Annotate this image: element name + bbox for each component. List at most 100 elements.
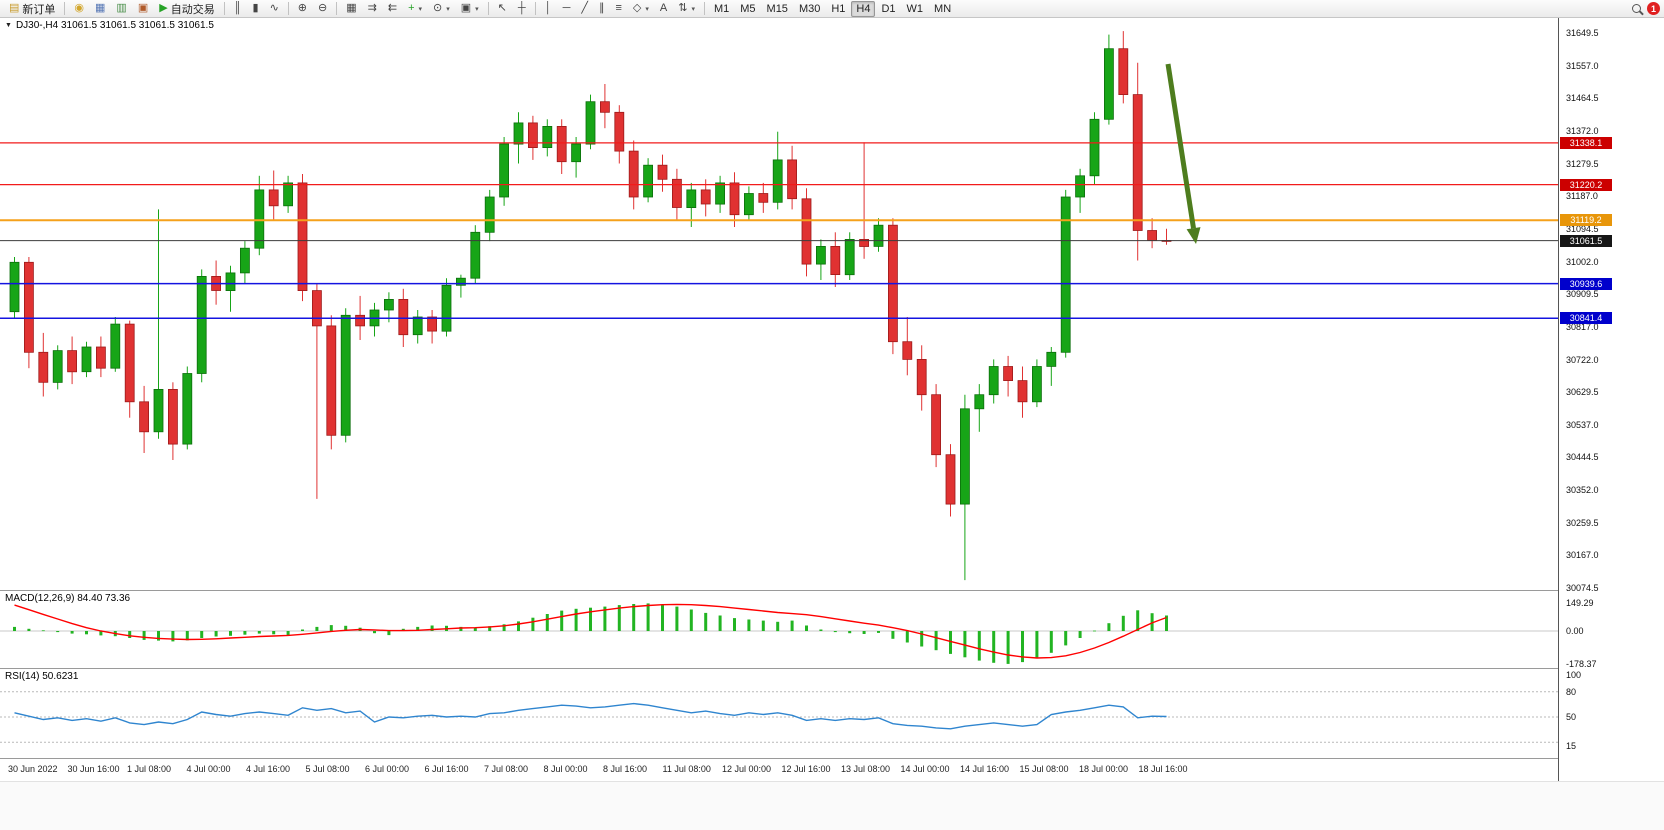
terminal-icon[interactable]: ▣ <box>133 1 153 17</box>
time-axis-label: 15 Jul 08:00 <box>1019 764 1069 774</box>
toolbar-sep <box>487 2 489 15</box>
rsi-panel[interactable]: RSI(14) 50.6231 <box>0 669 1558 759</box>
main-toolbar: ▤ 新订单 ◉ ▦ ▥ ▣ ▶ 自动交易 ║ ▮ ∿ ⊕ ⊖ ▦ ⇉ ⇇ + ▾ ⊙ ▾ ▣ ▾ ↖ ┼ │ ─ ╱ ∥ ≡ ◇ ▾ A ⇅ ▾ M… <box>0 0 1664 18</box>
price-axis[interactable]: 31649.5 31557.0 31464.5 31372.0 31279.5 31187… <box>1558 18 1664 594</box>
market-watch-icon[interactable]: ▥ <box>111 1 131 17</box>
timeframe-m30[interactable]: M30 <box>794 1 825 17</box>
indicators-icon[interactable]: + ▾ <box>403 1 427 17</box>
shapes-icon[interactable]: ◇ ▾ <box>628 1 654 17</box>
chart-symbol-label: ▼ DJ30-,H4 31061.5 31061.5 31061.5 31061.… <box>5 20 214 31</box>
price-tick-label: 30817.0 <box>1566 321 1599 332</box>
timeframe-m1[interactable]: M1 <box>709 1 734 17</box>
time-axis-label: 14 Jul 16:00 <box>960 764 1010 774</box>
trendline-icon[interactable]: ╱ <box>576 1 593 17</box>
arrows-tool-icon[interactable]: ⇅ ▾ <box>673 1 700 17</box>
chart-shift-icon[interactable]: ⇇ <box>383 1 402 17</box>
horizontal-line-icon[interactable]: ─ <box>558 1 576 17</box>
templates-icon[interactable]: ▣ ▾ <box>456 1 484 17</box>
rsi-tick-label: 100 <box>1566 670 1582 680</box>
timeframe-d1[interactable]: D1 <box>876 1 900 17</box>
candlestick-chart[interactable] <box>0 18 1558 591</box>
price-tick-label: 31649.5 <box>1566 28 1599 38</box>
fibonacci-icon[interactable]: ≡ <box>610 1 626 17</box>
toolbar-sep <box>287 2 289 15</box>
price-tick-label: 30444.5 <box>1566 452 1599 463</box>
price-tick-label: 31094.5 <box>1566 223 1599 234</box>
auto-trading-icon: ▶ <box>159 2 168 14</box>
charts-icon: ▦ <box>95 2 106 14</box>
accounts-icon[interactable]: ◉ <box>69 1 89 17</box>
auto-scroll-icon[interactable]: ⇉ <box>363 1 382 17</box>
resistance-1-price-tag: 31338.1 <box>1560 136 1612 149</box>
crosshair-icon[interactable]: ┼ <box>513 1 531 17</box>
price-tick-label: 31187.0 <box>1566 191 1598 202</box>
new-order-button-label: 新订单 <box>22 3 56 16</box>
vertical-line-icon[interactable]: │ <box>540 1 557 17</box>
charts-icon[interactable]: ▦ <box>90 1 110 17</box>
accounts-icon: ◉ <box>74 2 85 14</box>
price-tick-label: 31557.0 <box>1566 60 1599 71</box>
dropdown-caret-icon: ▾ <box>691 5 695 13</box>
cursor-icon[interactable]: ↖ <box>493 1 512 17</box>
price-tick-label: 30909.5 <box>1566 289 1599 300</box>
price-tick-label: 30352.0 <box>1566 485 1599 496</box>
rsi-label: RSI(14) 50.6231 <box>5 671 79 682</box>
price-chart-panel[interactable]: ▼ DJ30-,H4 31061.5 31061.5 31061.5 31061.… <box>0 18 1558 591</box>
tile-windows-icon[interactable]: ▦ <box>341 1 361 17</box>
crosshair-icon: ┼ <box>517 2 526 14</box>
macd-panel[interactable]: MACD(12,26,9) 84.40 73.36 <box>0 591 1558 669</box>
vertical-line-icon: │ <box>544 2 552 14</box>
timeframe-w1[interactable]: W1 <box>902 1 929 17</box>
tile-windows-icon: ▦ <box>346 2 357 14</box>
zoom-out-icon: ⊖ <box>318 2 328 14</box>
price-tick-label: 31279.5 <box>1566 158 1599 169</box>
time-axis[interactable]: 30 Jun 2022 30 Jun 16:00 1 Jul 08:00 4 Jul … <box>0 759 1558 781</box>
current-price-price-tag: 31061.5 <box>1560 234 1612 247</box>
zoom-out-icon[interactable]: ⊖ <box>313 1 332 17</box>
zoom-in-icon[interactable]: ⊕ <box>293 1 312 17</box>
dropdown-caret-icon: ▾ <box>475 5 479 13</box>
notification-badge[interactable]: 1 <box>1647 2 1660 15</box>
macd-chart[interactable] <box>0 591 1558 669</box>
time-axis-label: 8 Jul 16:00 <box>603 764 648 774</box>
timeframe-mn[interactable]: MN <box>929 1 956 17</box>
periods-icon[interactable]: ⊙ ▾ <box>428 1 455 17</box>
line-chart-mode-icon[interactable]: ∿ <box>265 1 284 17</box>
axis-corner <box>1558 759 1664 781</box>
auto-trading-button-label: 自动交易 <box>170 3 215 16</box>
time-axis-label: 7 Jul 08:00 <box>484 764 529 774</box>
time-axis-label: 4 Jul 16:00 <box>246 764 291 774</box>
chart-shift-icon: ⇇ <box>387 2 398 14</box>
time-axis-label: 18 Jul 16:00 <box>1138 764 1188 774</box>
templates-icon: ▣ <box>460 2 472 14</box>
horizontal-line-icon: ─ <box>562 2 571 14</box>
trendline-icon: ╱ <box>581 2 588 14</box>
channel-icon[interactable]: ∥ <box>594 1 610 17</box>
text-label-icon: A <box>659 2 668 14</box>
timeframe-m15-label: M15 <box>766 2 788 15</box>
indicators-icon: + <box>408 2 415 14</box>
price-tick-label: 30629.5 <box>1566 387 1599 398</box>
notification-badge-label: 1 <box>1650 3 1656 14</box>
bar-chart-mode-icon[interactable]: ║ <box>229 1 247 17</box>
macd-label: MACD(12,26,9) 84.40 73.36 <box>5 593 131 604</box>
timeframe-m5-label: M5 <box>740 2 756 15</box>
macd-tick-label: 149.29 <box>1566 598 1594 609</box>
auto-trading-button[interactable]: ▶ 自动交易 <box>154 1 219 17</box>
rsi-chart[interactable] <box>0 669 1558 759</box>
shapes-icon: ◇ <box>632 2 642 14</box>
new-order-button[interactable]: ▤ 新订单 <box>4 1 60 17</box>
candlestick-mode-icon[interactable]: ▮ <box>248 1 264 17</box>
text-label-icon[interactable]: A <box>655 1 672 17</box>
timeframe-m5[interactable]: M5 <box>735 1 760 17</box>
timeframe-h4[interactable]: H4 <box>851 0 876 17</box>
price-tick-label: 30074.5 <box>1566 583 1599 594</box>
chevron-down-icon[interactable]: ▼ <box>5 22 12 29</box>
timeframe-m15[interactable]: M15 <box>762 1 793 17</box>
fibonacci-icon: ≡ <box>615 2 622 14</box>
toolbar-sep <box>223 2 225 15</box>
timeframe-h1-label: H1 <box>831 2 846 15</box>
timeframe-h1[interactable]: H1 <box>826 1 850 17</box>
time-axis-label: 30 Jun 2022 <box>8 764 58 774</box>
search-icon[interactable] <box>1627 1 1646 17</box>
